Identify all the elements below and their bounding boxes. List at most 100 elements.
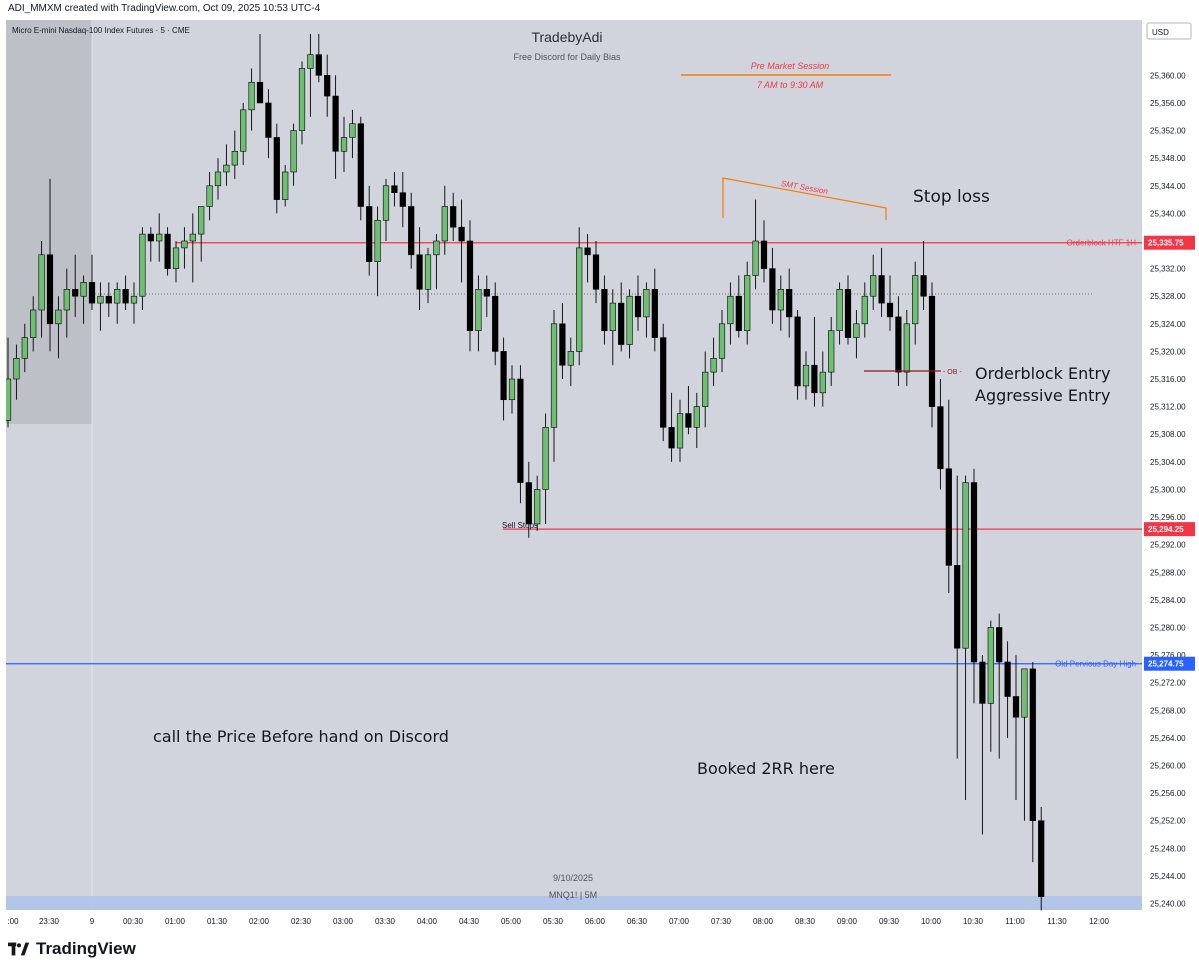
bull-candle xyxy=(382,185,390,221)
bull-candle xyxy=(475,289,482,332)
bear-candle xyxy=(601,289,608,332)
booked-2rr-text: Booked 2RR here xyxy=(697,759,835,778)
plot-background xyxy=(6,20,1142,910)
price-level-tag xyxy=(1144,235,1195,250)
bull-candle xyxy=(21,337,28,359)
bear-candle xyxy=(399,192,406,207)
x-tick-label: 11:30 xyxy=(1047,917,1067,926)
bear-candle xyxy=(584,247,591,256)
x-tick-label: 10:00 xyxy=(921,917,942,926)
orderblock-htf-label: Orderblock HTF 1H xyxy=(1067,239,1137,248)
stop-loss-text: Stop loss xyxy=(913,187,990,207)
bear-candle xyxy=(1012,696,1020,718)
bull-candle xyxy=(727,295,734,325)
bear-candle xyxy=(1038,820,1045,897)
x-tick-label: 06:30 xyxy=(627,917,648,926)
bull-candle xyxy=(172,247,180,269)
x-tick-label: :00 xyxy=(7,917,19,926)
bear-candle xyxy=(466,240,474,332)
watermark-title: TradebyAdi xyxy=(531,29,602,45)
bear-candle xyxy=(878,275,885,304)
y-tick-label: 25,264.00 xyxy=(1150,734,1186,743)
bear-candle xyxy=(105,295,112,304)
y-tick-label: 25,304.00 xyxy=(1150,458,1186,467)
bear-candle xyxy=(500,351,507,401)
smt-divergence-line xyxy=(722,177,887,220)
bear-candle xyxy=(559,323,566,366)
bull-candle xyxy=(206,185,213,207)
bear-candle xyxy=(416,254,423,290)
tradingview-brand: TradingView xyxy=(36,939,136,958)
bull-candle xyxy=(80,282,87,297)
bull-candle xyxy=(189,233,196,242)
bear-candle xyxy=(483,289,490,297)
pre-market-time: 7 AM to 9:30 AM xyxy=(757,80,824,90)
bear-candle xyxy=(954,565,961,649)
price-level-tag xyxy=(1144,522,1195,537)
bull-candle xyxy=(912,275,919,325)
bull-candle xyxy=(576,247,583,352)
bull-candle xyxy=(643,289,650,318)
bear-candle xyxy=(920,275,927,297)
bear-candle xyxy=(786,289,793,318)
bull-candle xyxy=(853,323,860,338)
y-tick-label: 25,272.00 xyxy=(1150,679,1186,688)
bull-candle xyxy=(744,275,751,332)
bull-candle xyxy=(777,289,784,311)
bear-candle xyxy=(1004,661,1011,697)
bear-candle xyxy=(408,206,415,256)
bull-candle xyxy=(139,233,146,297)
bull-candle xyxy=(1021,668,1028,718)
bull-candle xyxy=(198,206,205,235)
bear-candle xyxy=(886,302,894,318)
bull-candle xyxy=(114,289,121,304)
bear-candle xyxy=(458,226,465,242)
y-tick-label: 25,244.00 xyxy=(1150,872,1186,881)
y-tick-label: 25,248.00 xyxy=(1150,844,1186,853)
y-tick-label: 25,280.00 xyxy=(1150,623,1186,632)
bull-candle xyxy=(836,289,843,332)
bear-candle xyxy=(668,427,675,449)
x-tick-label: 02:00 xyxy=(249,917,270,926)
bull-candle xyxy=(508,378,516,401)
bear-candle xyxy=(391,185,398,193)
y-tick-label: 25,308.00 xyxy=(1150,430,1186,439)
prior-session-shade xyxy=(6,20,92,424)
y-tick-label: 25,288.00 xyxy=(1150,568,1186,577)
x-tick-label: 12:00 xyxy=(1089,917,1110,926)
bull-candle xyxy=(718,323,726,359)
bull-candle xyxy=(861,295,868,325)
bear-candle xyxy=(634,295,642,318)
bull-candle xyxy=(903,323,910,373)
y-tick-label: 25,252.00 xyxy=(1150,817,1186,826)
bear-candle xyxy=(618,302,625,345)
symbol-info: Micro E-mini Nasdaq-100 Index Futures · … xyxy=(12,26,190,35)
bull-candle xyxy=(55,309,62,325)
ob-tag: - OB - xyxy=(943,369,962,376)
candlestick-chart[interactable]: Micro E-mini Nasdaq-100 Index Futures · … xyxy=(6,20,1197,932)
bear-candle xyxy=(273,137,280,200)
y-tick-label: 25,268.00 xyxy=(1150,706,1186,715)
x-tick-label: 05:30 xyxy=(543,917,564,926)
bear-candle xyxy=(937,406,944,470)
watermark-subtitle: Free Discord for Daily Bias xyxy=(513,52,621,62)
bear-candle xyxy=(685,413,692,428)
y-tick-label: 25,296.00 xyxy=(1150,513,1186,522)
tradingview-logo-icon xyxy=(8,942,30,956)
bear-candle xyxy=(450,206,457,228)
currency-box xyxy=(1146,22,1192,40)
y-tick-label: 25,256.00 xyxy=(1150,789,1186,798)
bull-candle xyxy=(567,351,574,366)
bear-candle xyxy=(945,468,952,566)
y-tick-label: 25,348.00 xyxy=(1150,154,1186,163)
bull-candle xyxy=(156,233,163,242)
bear-candle xyxy=(324,75,331,97)
y-tick-label: 25,352.00 xyxy=(1150,127,1186,136)
x-tick-label: 02:30 xyxy=(291,917,312,926)
y-tick-label: 25,260.00 xyxy=(1150,762,1186,771)
bull-candle xyxy=(231,150,238,166)
bull-candle xyxy=(340,137,348,152)
price-level-tag xyxy=(1144,656,1195,671)
bear-candle xyxy=(844,289,852,338)
bull-candle xyxy=(962,482,969,649)
